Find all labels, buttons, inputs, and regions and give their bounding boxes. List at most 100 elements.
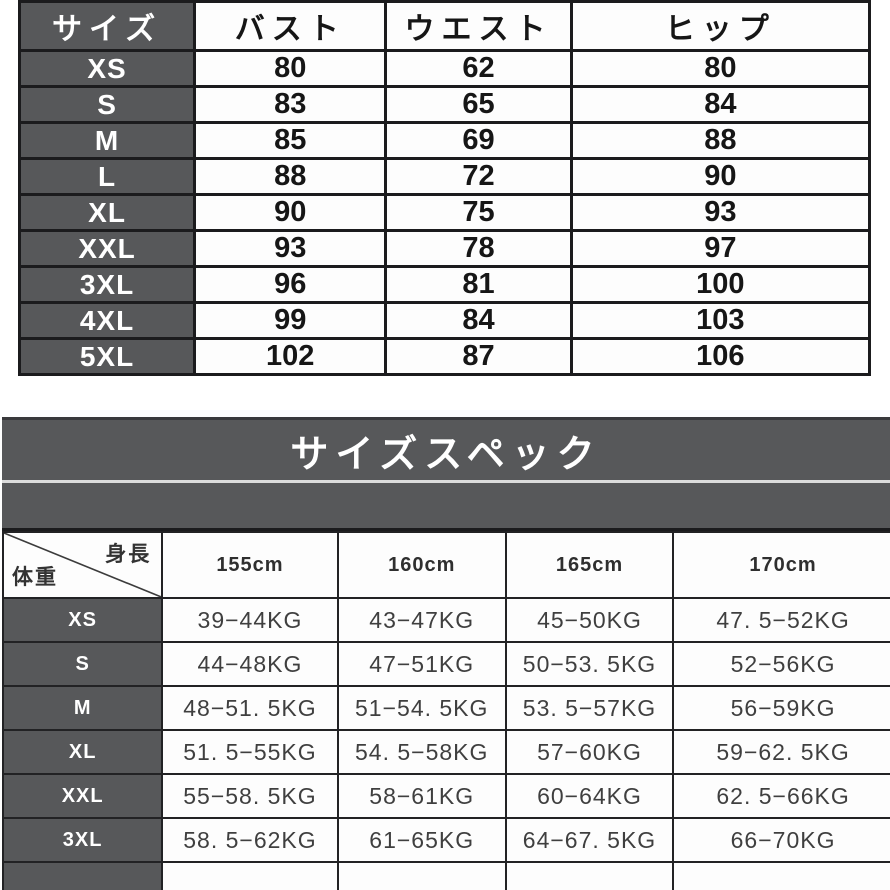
value-cell: 87 <box>384 337 573 376</box>
table-row: 3XL 96 81 100 <box>17 265 872 304</box>
value-cell: 88 <box>569 121 872 160</box>
spec-table: 身長 体重 155cm 160cm 165cm 170cm XS 39−44KG… <box>2 531 890 890</box>
value-cell: 84 <box>384 301 573 340</box>
weight-cell <box>672 861 890 890</box>
size-cell: XS <box>2 597 164 643</box>
header-bust: バスト <box>193 0 388 52</box>
measurement-table: サイズ バスト ウエスト ヒップ XS 80 62 80 S 83 65 84 … <box>17 0 872 376</box>
size-cell: XL <box>2 729 164 775</box>
spec-header-row: 身長 体重 155cm 160cm 165cm 170cm <box>2 531 890 599</box>
value-cell: 84 <box>569 85 872 124</box>
value-cell: 75 <box>384 193 573 232</box>
header-160cm: 160cm <box>336 531 507 599</box>
value-cell: 106 <box>569 337 872 376</box>
value-cell: 81 <box>384 265 573 304</box>
table-row: L 88 72 90 <box>17 157 872 196</box>
size-cell: 5XL <box>17 337 197 376</box>
value-cell: 69 <box>384 121 573 160</box>
height-corner-label: 身長 <box>105 543 152 566</box>
table-row: XS 80 62 80 <box>17 49 872 88</box>
value-cell: 102 <box>193 337 388 376</box>
value-cell: 100 <box>569 265 872 304</box>
header-size: サイズ <box>17 0 197 52</box>
measurement-header-row: サイズ バスト ウエスト ヒップ <box>17 0 872 52</box>
weight-cell: 51−54. 5KG <box>336 685 507 731</box>
weight-cell: 47. 5−52KG <box>672 597 890 643</box>
value-cell: 90 <box>193 193 388 232</box>
weight-cell: 59−62. 5KG <box>672 729 890 775</box>
weight-cell: 53. 5−57KG <box>504 685 675 731</box>
weight-cell <box>336 861 507 890</box>
header-165cm: 165cm <box>504 531 675 599</box>
value-cell: 93 <box>569 193 872 232</box>
weight-cell: 62. 5−66KG <box>672 773 890 819</box>
header-waist: ウエスト <box>384 0 573 52</box>
weight-cell: 64−67. 5KG <box>504 817 675 863</box>
table-row: M 85 69 88 <box>17 121 872 160</box>
size-spec-section: サイズスペック 身長 体重 155cm 160cm 165cm 170cm <box>2 417 890 890</box>
weight-cell: 45−50KG <box>504 597 675 643</box>
value-cell: 96 <box>193 265 388 304</box>
weight-cell: 54. 5−58KG <box>336 729 507 775</box>
value-cell: 65 <box>384 85 573 124</box>
spec-title-band: サイズスペック <box>2 417 890 480</box>
table-row: XXL 55−58. 5KG 58−61KG 60−64KG 62. 5−66K… <box>2 773 890 819</box>
value-cell: 78 <box>384 229 573 268</box>
size-cell: M <box>17 121 197 160</box>
table-row: XXL 93 78 97 <box>17 229 872 268</box>
weight-cell <box>161 861 339 890</box>
value-cell: 97 <box>569 229 872 268</box>
value-cell: 83 <box>193 85 388 124</box>
spec-empty-band <box>2 483 890 531</box>
weight-cell: 58−61KG <box>336 773 507 819</box>
header-170cm: 170cm <box>672 531 890 599</box>
header-155cm: 155cm <box>161 531 339 599</box>
value-cell: 90 <box>569 157 872 196</box>
table-row: 3XL 58. 5−62KG 61−65KG 64−67. 5KG 66−70K… <box>2 817 890 863</box>
table-row: 4XL 99 84 103 <box>17 301 872 340</box>
size-cell: XXL <box>17 229 197 268</box>
size-cell <box>2 861 164 890</box>
weight-cell: 61−65KG <box>336 817 507 863</box>
weight-cell: 55−58. 5KG <box>161 773 339 819</box>
header-hip: ヒップ <box>569 0 872 52</box>
size-cell: 3XL <box>2 817 164 863</box>
value-cell: 80 <box>569 49 872 88</box>
value-cell: 103 <box>569 301 872 340</box>
size-cell: S <box>17 85 197 124</box>
weight-corner-label: 体重 <box>12 566 58 589</box>
table-row: 5XL 102 87 106 <box>17 337 872 376</box>
weight-cell: 44−48KG <box>161 641 339 687</box>
weight-cell: 47−51KG <box>336 641 507 687</box>
diagonal-line <box>4 533 161 597</box>
table-row: M 48−51. 5KG 51−54. 5KG 53. 5−57KG 56−59… <box>2 685 890 731</box>
band-divider <box>2 480 890 483</box>
weight-cell <box>504 861 675 890</box>
weight-cell: 52−56KG <box>672 641 890 687</box>
value-cell: 88 <box>193 157 388 196</box>
weight-cell: 66−70KG <box>672 817 890 863</box>
weight-cell: 57−60KG <box>504 729 675 775</box>
value-cell: 93 <box>193 229 388 268</box>
weight-cell: 56−59KG <box>672 685 890 731</box>
table-row: XL 90 75 93 <box>17 193 872 232</box>
size-cell: XS <box>17 49 197 88</box>
weight-cell: 50−53. 5KG <box>504 641 675 687</box>
value-cell: 62 <box>384 49 573 88</box>
weight-cell: 39−44KG <box>161 597 339 643</box>
clipped-partial-row <box>2 861 890 890</box>
spec-title: サイズスペック <box>290 433 602 476</box>
size-cell: S <box>2 641 164 687</box>
value-cell: 85 <box>193 121 388 160</box>
value-cell: 80 <box>193 49 388 88</box>
table-row: XL 51. 5−55KG 54. 5−58KG 57−60KG 59−62. … <box>2 729 890 775</box>
table-row: S 83 65 84 <box>17 85 872 124</box>
diagonal-header-cell: 身長 体重 <box>2 531 164 599</box>
size-cell: 3XL <box>17 265 197 304</box>
weight-cell: 60−64KG <box>504 773 675 819</box>
size-cell: XL <box>17 193 197 232</box>
weight-cell: 48−51. 5KG <box>161 685 339 731</box>
size-cell: XXL <box>2 773 164 819</box>
size-cell: L <box>17 157 197 196</box>
